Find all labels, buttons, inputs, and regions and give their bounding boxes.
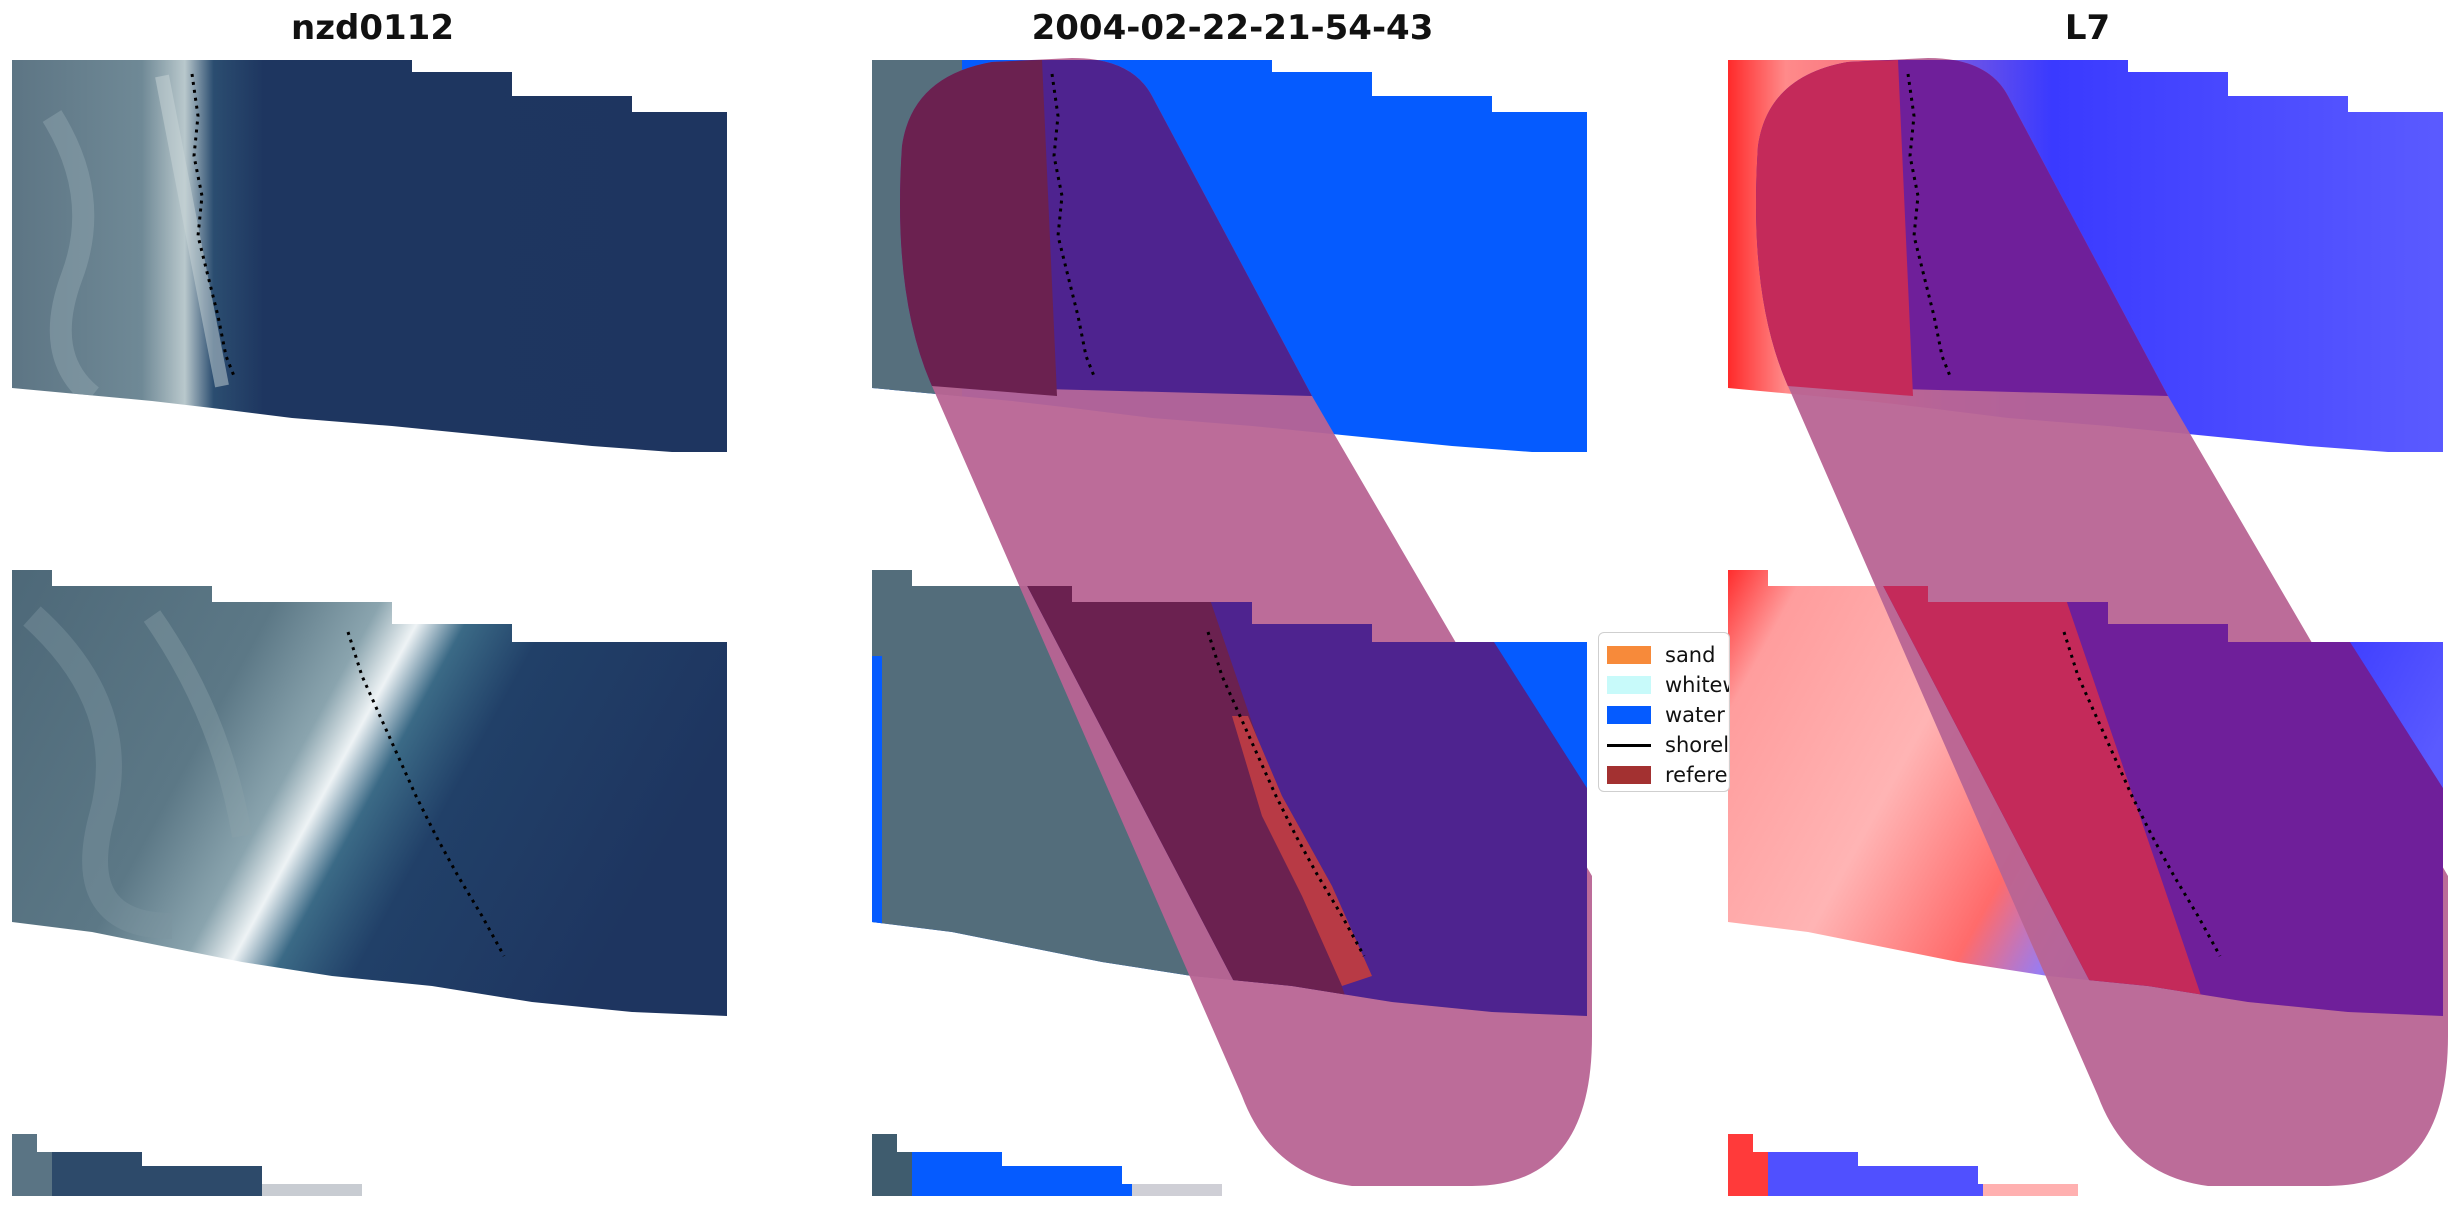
shoreline-trace-top <box>1906 73 1952 377</box>
classified-tile-bottom <box>872 1134 1222 1196</box>
rgb-tile-middle <box>12 570 727 1016</box>
legend-label-shoreline: shoreline <box>1665 733 1730 757</box>
panel-title-classified: 2004-02-22-21-54-43 <box>1031 8 1434 48</box>
buffer-overlay-middle <box>1022 576 1587 1016</box>
legend-label-reference: reference <box>1665 763 1729 787</box>
index-image-panel <box>1728 58 2448 1196</box>
rgb-tile-top <box>12 60 727 452</box>
reference-swatch <box>1607 766 1651 784</box>
legend-item-sand: sand <box>1607 643 1715 667</box>
shoreline-trace-top <box>190 73 236 377</box>
buffer-overlay-top <box>900 60 1312 396</box>
water-swatch <box>1607 706 1651 724</box>
shoreline-trace-middle <box>2062 631 2222 957</box>
index-tile-bottom <box>1728 1134 2078 1196</box>
legend-label-sand: sand <box>1665 643 1716 667</box>
rgb-image-panel <box>12 60 727 1196</box>
shoreline-trace-top <box>1050 73 1096 377</box>
index-overlay-top <box>1756 60 2168 396</box>
panel-title-index: L7 <box>2064 8 2111 48</box>
legend-item-water: water <box>1607 703 1725 727</box>
index-overlay-middle <box>1878 576 2443 1016</box>
rgb-tile-bottom <box>12 1134 362 1196</box>
legend-label-water: water <box>1665 703 1725 727</box>
legend-item-reference: reference <box>1607 763 1729 787</box>
shoreline-trace-middle <box>346 631 506 957</box>
whitewater-swatch <box>1607 676 1651 694</box>
legend-item-shoreline: shoreline <box>1607 733 1730 757</box>
shoreline-line-icon <box>1607 743 1651 747</box>
shoreline-trace-middle <box>1206 631 1366 957</box>
sand-swatch <box>1607 646 1651 664</box>
panel-title-rgb: nzd0112 <box>291 8 454 48</box>
classified-image-panel <box>872 58 1592 1196</box>
